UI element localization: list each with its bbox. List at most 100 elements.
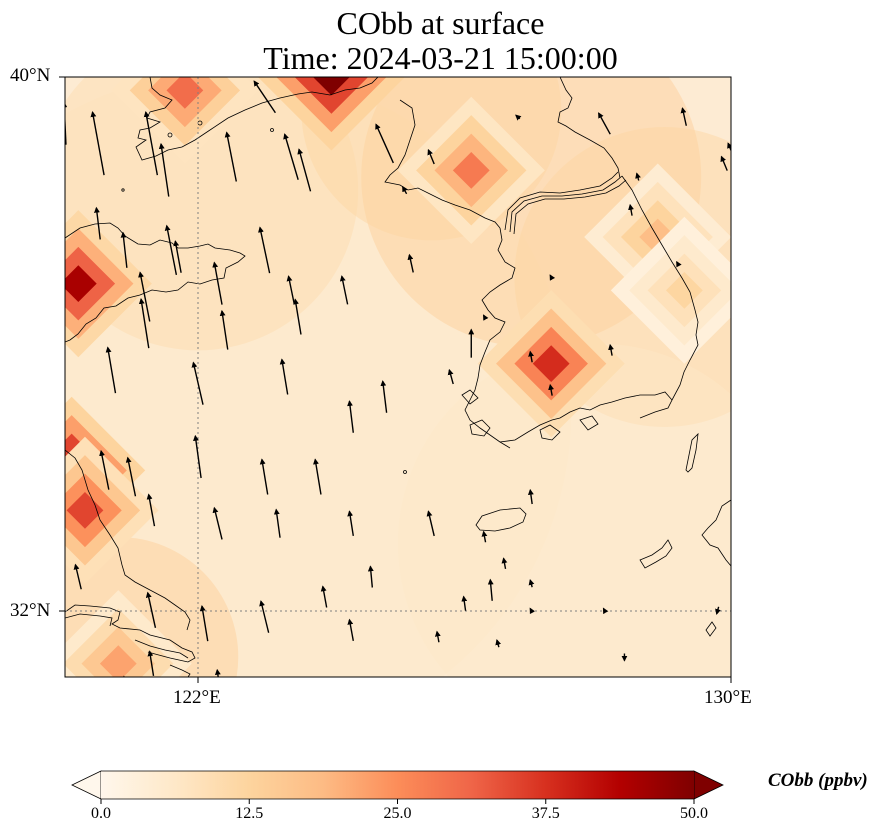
hotspot-cell [452, 151, 490, 189]
border-line-3 [513, 179, 627, 235]
background-blob [65, 77, 572, 677]
islet [270, 128, 274, 132]
coastline-korea-south [499, 391, 673, 443]
chart-title-line-1: CObb at surface [336, 5, 545, 41]
islet [167, 132, 173, 138]
hotspot-cell [294, 77, 369, 114]
wind-arrow [293, 298, 302, 335]
wind-arrow [715, 606, 721, 615]
wind-arrow [402, 185, 408, 195]
wind-arrow [501, 557, 508, 570]
map-frame [64, 76, 732, 678]
island-korea-sw-2 [461, 389, 479, 405]
wind-arrow [483, 314, 489, 321]
wind-vectors [65, 80, 731, 677]
colorbar-title: CObb (ppbv) [768, 770, 868, 791]
lat-label-32: 32°N [10, 600, 51, 621]
coastline-korea-east [621, 175, 699, 401]
wind-arrow [214, 668, 221, 677]
colorbar-ticks [100, 799, 695, 804]
hotspot [610, 216, 731, 364]
coastline-korea-west [464, 227, 516, 449]
wind-arrow [173, 240, 182, 273]
wind-arrow [608, 343, 614, 356]
hotspot-cell [65, 265, 97, 303]
wind-arrow [528, 350, 534, 363]
wind-arrow [548, 383, 554, 396]
wind-arrow [121, 675, 128, 677]
wind-arrow [145, 591, 157, 628]
hotspot-cell [166, 77, 204, 109]
colorbar-extend-max [693, 770, 724, 800]
coastline-yangtze [65, 604, 196, 677]
wind-arrow [158, 142, 170, 197]
wind-arrow [515, 114, 522, 121]
coastlines [65, 77, 731, 677]
islet [403, 470, 407, 474]
colorbar [71, 770, 724, 804]
colorbar-gradient [101, 771, 694, 799]
wind-arrow [320, 585, 328, 608]
wind-arrow [367, 565, 374, 588]
wind-arrow [273, 508, 281, 538]
wind-arrow [138, 271, 151, 322]
wind-arrow [375, 123, 394, 164]
wind-arrow [447, 368, 454, 385]
wind-arrow [676, 260, 682, 268]
wind-arrow [73, 563, 82, 590]
hotspot-cell [532, 345, 570, 383]
island-korea-sw-1 [469, 419, 491, 437]
wind-arrow [191, 361, 204, 405]
background-blob [397, 343, 731, 677]
wind-arrow [598, 112, 611, 135]
wind-arrow [549, 274, 556, 281]
wind-arrow [461, 595, 468, 611]
wind-arrow [339, 275, 349, 305]
border-line-1 [504, 171, 619, 231]
wind-arrow [347, 400, 354, 433]
wind-arrow [138, 298, 150, 349]
colorbar-tick-label: 37.5 [531, 805, 560, 822]
colorbar-tick-label: 50.0 [680, 805, 708, 822]
wind-arrow [602, 607, 609, 615]
coastline-shandong [65, 222, 246, 343]
colorbar-tick-label: 12.5 [235, 805, 264, 822]
wind-arrow [313, 458, 322, 495]
wind-arrow [481, 530, 488, 543]
wind-arrow [528, 579, 535, 588]
chart-title-line-2: Time: 2024-03-21 15:00:00 [263, 40, 618, 76]
wind-arrow [283, 133, 299, 180]
wind-arrow [146, 493, 156, 527]
wind-arrow [635, 172, 641, 181]
islet [121, 188, 125, 192]
wind-arrow [164, 224, 178, 275]
wind-arrow [347, 510, 354, 537]
wind-arrow [259, 600, 270, 633]
wind-arrow [495, 639, 502, 648]
wind-arrow [527, 488, 534, 505]
wind-arrow [99, 449, 110, 490]
hotspot-cell [99, 645, 137, 677]
wind-arrow [279, 358, 289, 395]
wind-arrow [65, 101, 68, 145]
wind-arrow [253, 80, 276, 114]
lon-label-130: 130°E [704, 687, 752, 708]
wind-arrow [628, 203, 634, 216]
wind-arrow [120, 231, 128, 268]
wind-arrow [94, 206, 101, 240]
hotspot [477, 290, 625, 438]
wind-arrow [434, 630, 441, 643]
coastline-kyushu [701, 499, 731, 567]
hotspot-cell [665, 271, 703, 309]
map-plot-area [65, 77, 731, 677]
wind-arrow [143, 111, 159, 176]
colorbar-tick-label: 0.0 [91, 805, 111, 822]
wind-arrow [427, 148, 435, 165]
wind-arrow [487, 578, 494, 601]
island-koshiki [705, 621, 717, 637]
wind-arrow [105, 346, 117, 394]
island-korea-s-2 [579, 415, 599, 431]
border-line-2 [509, 175, 623, 233]
wind-arrow [529, 607, 536, 615]
